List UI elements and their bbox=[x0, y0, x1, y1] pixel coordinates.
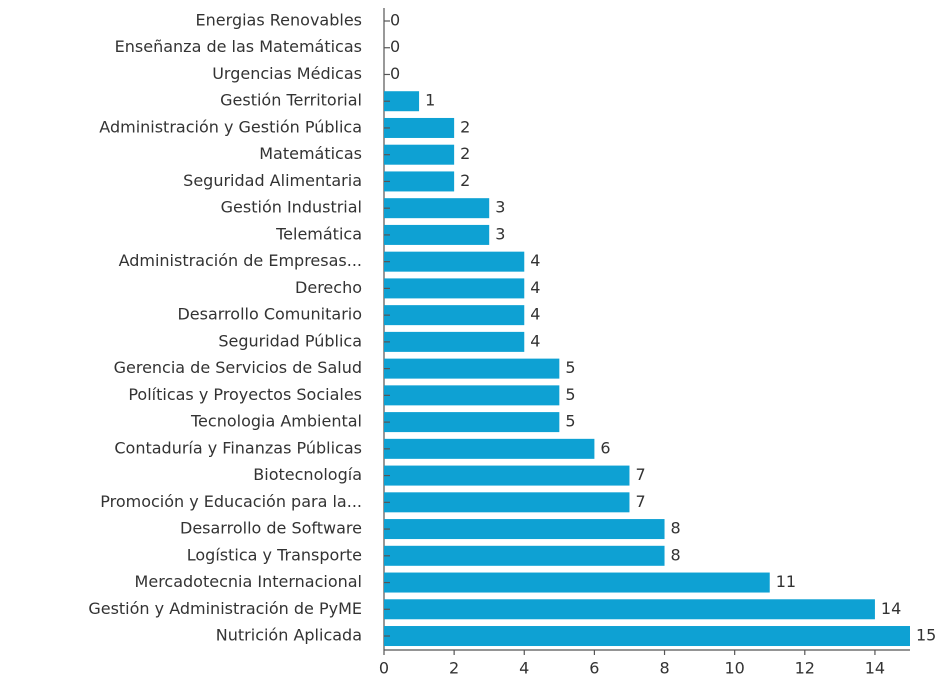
value-label: 5 bbox=[565, 412, 575, 431]
y-tick-label: Seguridad Pública bbox=[218, 331, 362, 350]
x-tick-label: 8 bbox=[659, 659, 669, 678]
y-tick-label: Logística y Transporte bbox=[187, 545, 362, 564]
value-label: 4 bbox=[530, 305, 540, 324]
y-tick-label: Desarrollo de Software bbox=[180, 519, 362, 538]
value-label: 3 bbox=[495, 224, 505, 243]
value-label: 5 bbox=[565, 385, 575, 404]
y-tick-label: Enseñanza de las Matemáticas bbox=[115, 37, 362, 56]
bar bbox=[384, 599, 875, 620]
y-tick-label: Contaduría y Finanzas Públicas bbox=[114, 438, 362, 457]
value-label: 0 bbox=[390, 37, 400, 56]
x-tick-label: 12 bbox=[795, 659, 815, 678]
bar bbox=[384, 278, 525, 299]
bar bbox=[384, 412, 560, 433]
bar bbox=[384, 438, 595, 459]
bar bbox=[384, 331, 525, 352]
x-tick-label: 10 bbox=[724, 659, 744, 678]
bar bbox=[384, 305, 525, 326]
y-tick-label: Desarrollo Comunitario bbox=[177, 305, 362, 324]
value-label: 2 bbox=[460, 117, 470, 136]
bar bbox=[384, 465, 630, 486]
value-label: 0 bbox=[390, 11, 400, 30]
bar bbox=[384, 358, 560, 379]
y-tick-label: Seguridad Alimentaria bbox=[183, 171, 362, 190]
y-tick-label: Administración y Gestión Pública bbox=[99, 117, 362, 136]
bar bbox=[384, 626, 910, 647]
value-label: 7 bbox=[635, 492, 645, 511]
bar bbox=[384, 545, 665, 566]
y-tick-label: Gestión Industrial bbox=[221, 198, 362, 217]
y-tick-label: Matemáticas bbox=[259, 144, 362, 163]
y-tick-label: Tecnologia Ambiental bbox=[190, 412, 362, 431]
y-tick-label: Derecho bbox=[295, 278, 362, 297]
value-label: 2 bbox=[460, 144, 470, 163]
value-label: 6 bbox=[600, 438, 610, 457]
bar bbox=[384, 198, 490, 219]
y-tick-label: Mercadotecnia Internacional bbox=[135, 572, 362, 591]
y-tick-label: Nutrición Aplicada bbox=[216, 626, 362, 645]
bar bbox=[384, 519, 665, 540]
bar bbox=[384, 91, 420, 112]
y-tick-label: Políticas y Proyectos Sociales bbox=[128, 385, 362, 404]
value-label: 0 bbox=[390, 64, 400, 83]
y-tick-label: Urgencias Médicas bbox=[212, 64, 362, 83]
bar bbox=[384, 224, 490, 245]
value-label: 4 bbox=[530, 251, 540, 270]
y-tick-label: Gestión y Administración de PyME bbox=[88, 599, 362, 618]
value-label: 7 bbox=[635, 465, 645, 484]
y-tick-label: Biotecnología bbox=[253, 465, 362, 484]
value-label: 11 bbox=[776, 572, 796, 591]
x-tick-label: 14 bbox=[865, 659, 885, 678]
y-tick-label: Gestión Territorial bbox=[220, 91, 362, 110]
value-label: 8 bbox=[671, 545, 681, 564]
x-tick-label: 6 bbox=[589, 659, 599, 678]
y-tick-label: Promoción y Educación para la... bbox=[100, 492, 362, 511]
bar bbox=[384, 385, 560, 406]
bar bbox=[384, 251, 525, 272]
value-label: 3 bbox=[495, 198, 505, 217]
value-label: 1 bbox=[425, 91, 435, 110]
value-label: 15 bbox=[916, 626, 936, 645]
x-tick-label: 4 bbox=[519, 659, 529, 678]
x-tick-label: 2 bbox=[449, 659, 459, 678]
value-label: 2 bbox=[460, 171, 470, 190]
bar bbox=[384, 171, 455, 192]
value-label: 14 bbox=[881, 599, 901, 618]
value-label: 5 bbox=[565, 358, 575, 377]
bar bbox=[384, 492, 630, 513]
y-tick-label: Gerencia de Servicios de Salud bbox=[114, 358, 362, 377]
bar bbox=[384, 144, 455, 165]
y-tick-label: Administración de Empresas... bbox=[119, 251, 362, 270]
x-tick-label: 0 bbox=[379, 659, 389, 678]
bar bbox=[384, 572, 770, 593]
value-label: 4 bbox=[530, 331, 540, 350]
bar bbox=[384, 117, 455, 138]
y-tick-label: Energias Renovables bbox=[196, 11, 362, 30]
y-tick-label: Telemática bbox=[275, 224, 362, 243]
value-label: 8 bbox=[671, 519, 681, 538]
value-label: 4 bbox=[530, 278, 540, 297]
